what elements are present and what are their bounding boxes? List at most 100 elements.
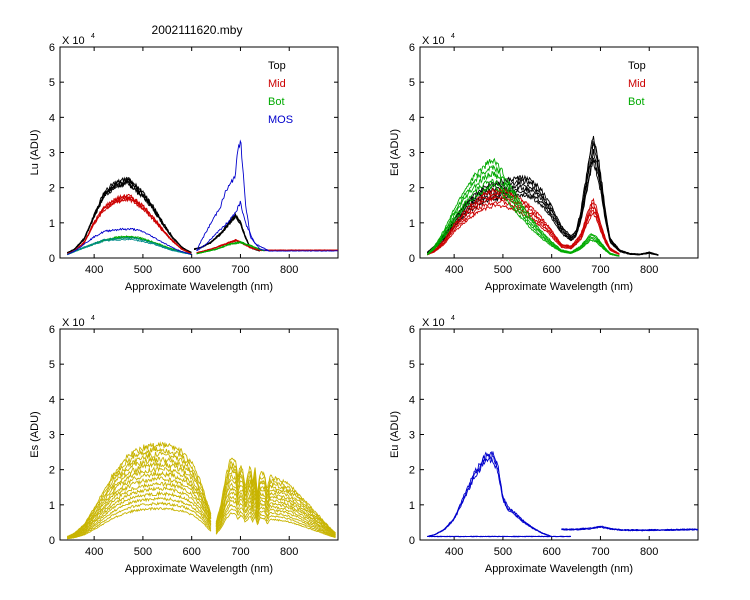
series-line-es bbox=[215, 508, 336, 538]
y-tick-label: 5 bbox=[409, 359, 415, 371]
chart-eu: 0 1 2 3 4 5 6 400 500 600 700 800 Approximate Wavele… bbox=[389, 315, 699, 575]
series-line-bot bbox=[426, 183, 620, 257]
x-tick-label: 800 bbox=[280, 546, 298, 558]
series-line-bot bbox=[426, 178, 620, 257]
y-tick-label: 0 bbox=[49, 535, 55, 547]
y-tick-label: 6 bbox=[49, 42, 55, 54]
y-tick-label: 4 bbox=[409, 112, 415, 124]
x-axis-label: Approximate Wavelength (nm) bbox=[125, 563, 273, 575]
series-line-es bbox=[67, 460, 212, 538]
series-line-es bbox=[67, 481, 212, 539]
exponent-superscript: 4 bbox=[451, 33, 455, 40]
series-line-eu bbox=[427, 453, 552, 537]
x-tick-label: 700 bbox=[231, 546, 249, 558]
y-tick-label: 1 bbox=[409, 218, 415, 230]
series-line-es bbox=[67, 445, 212, 538]
y-tick-label: 3 bbox=[49, 148, 55, 160]
series-line-bot bbox=[427, 157, 620, 257]
series-line-es bbox=[215, 460, 336, 534]
series-line-es bbox=[67, 456, 212, 538]
series-line-eu bbox=[427, 456, 552, 538]
series-line-mos bbox=[196, 200, 270, 252]
series-line-es bbox=[215, 457, 336, 534]
x-tick-label: 600 bbox=[543, 264, 561, 276]
legend-entry-mos: MOS bbox=[268, 114, 293, 126]
y-tick-label: 3 bbox=[49, 430, 55, 442]
series-line-bot bbox=[427, 170, 620, 257]
series-line-es bbox=[67, 486, 212, 539]
exponent-label: X 10 bbox=[422, 317, 445, 329]
x-tick-label: 600 bbox=[183, 264, 201, 276]
figure-title: 2002111620.mby bbox=[152, 23, 243, 37]
x-tick-label: 800 bbox=[640, 264, 658, 276]
x-tick-label: 700 bbox=[231, 264, 249, 276]
series-line-es bbox=[215, 486, 336, 536]
chart-es: 0 1 2 3 4 5 6 400 500 600 700 800 Approximate Wavele… bbox=[29, 315, 339, 575]
x-tick-label: 500 bbox=[494, 546, 512, 558]
series-line-mid bbox=[67, 193, 192, 255]
y-tick-label: 1 bbox=[49, 500, 55, 512]
plot-frame bbox=[59, 46, 339, 259]
y-tick-label: 3 bbox=[409, 148, 415, 160]
x-axis-label: Approximate Wavelength (nm) bbox=[125, 281, 273, 293]
series-line-es bbox=[67, 451, 212, 538]
x-tick-label: 700 bbox=[591, 264, 609, 276]
series-line-es bbox=[67, 476, 212, 539]
series-line-es bbox=[215, 512, 336, 539]
series-line-es bbox=[215, 495, 336, 537]
y-tick-label: 1 bbox=[409, 500, 415, 512]
chart-ed: 0 1 2 3 4 5 6 400 500 600 700 800 Approximate Wavele… bbox=[389, 33, 699, 293]
legend-entry-mid: Mid bbox=[268, 78, 286, 90]
legend-entry-top: Top bbox=[628, 60, 646, 72]
y-axis-label: Es (ADU) bbox=[29, 411, 41, 457]
exponent-label: X 10 bbox=[62, 317, 85, 329]
exponent-superscript: 4 bbox=[91, 33, 95, 40]
series-line-eu bbox=[561, 525, 698, 531]
y-tick-label: 5 bbox=[49, 77, 55, 89]
y-tick-label: 2 bbox=[409, 465, 415, 477]
exponent-label: X 10 bbox=[62, 35, 85, 47]
series-line-mid bbox=[67, 195, 192, 255]
x-tick-label: 600 bbox=[183, 546, 201, 558]
x-axis-label: Approximate Wavelength (nm) bbox=[485, 281, 633, 293]
y-axis-label: Ed (ADU) bbox=[389, 129, 401, 176]
series-line-es bbox=[215, 479, 336, 536]
x-tick-label: 400 bbox=[445, 546, 463, 558]
x-tick-label: 800 bbox=[280, 264, 298, 276]
series-line-es bbox=[67, 490, 212, 539]
y-tick-label: 4 bbox=[409, 394, 415, 406]
series-line-es bbox=[215, 469, 336, 535]
series-line-mid bbox=[67, 193, 192, 255]
y-tick-label: 0 bbox=[409, 535, 415, 547]
series-line-es bbox=[67, 496, 212, 540]
exponent-label: X 10 bbox=[422, 35, 445, 47]
series-line-mos bbox=[196, 139, 338, 252]
legend-entry-bot: Bot bbox=[268, 96, 285, 108]
y-tick-label: 4 bbox=[49, 112, 55, 124]
x-tick-label: 400 bbox=[445, 264, 463, 276]
series-line-es bbox=[215, 482, 336, 536]
y-tick-label: 4 bbox=[49, 394, 55, 406]
y-tick-label: 5 bbox=[49, 359, 55, 371]
x-tick-label: 500 bbox=[134, 546, 152, 558]
y-tick-label: 6 bbox=[49, 324, 55, 336]
series-line-eu bbox=[427, 451, 552, 537]
series-line-mos bbox=[67, 227, 192, 255]
series-line-es bbox=[215, 503, 336, 538]
legend-entry-top: Top bbox=[268, 60, 286, 72]
chart-lu: 0 1 2 3 4 5 6 400 500 600 700 800 Approximate Wavele… bbox=[29, 33, 339, 293]
series-line-bot bbox=[196, 240, 265, 255]
series-line-mid bbox=[427, 203, 620, 256]
series-line-es bbox=[67, 501, 212, 540]
x-tick-label: 400 bbox=[85, 546, 103, 558]
y-axis-label: Lu (ADU) bbox=[29, 130, 41, 176]
x-tick-label: 500 bbox=[494, 264, 512, 276]
series-line-es bbox=[67, 441, 212, 537]
y-tick-label: 0 bbox=[49, 253, 55, 265]
legend-entry-bot: Bot bbox=[628, 96, 645, 108]
series-line-es bbox=[67, 466, 212, 538]
exponent-superscript: 4 bbox=[91, 315, 95, 322]
y-tick-label: 2 bbox=[49, 465, 55, 477]
x-tick-label: 400 bbox=[85, 264, 103, 276]
